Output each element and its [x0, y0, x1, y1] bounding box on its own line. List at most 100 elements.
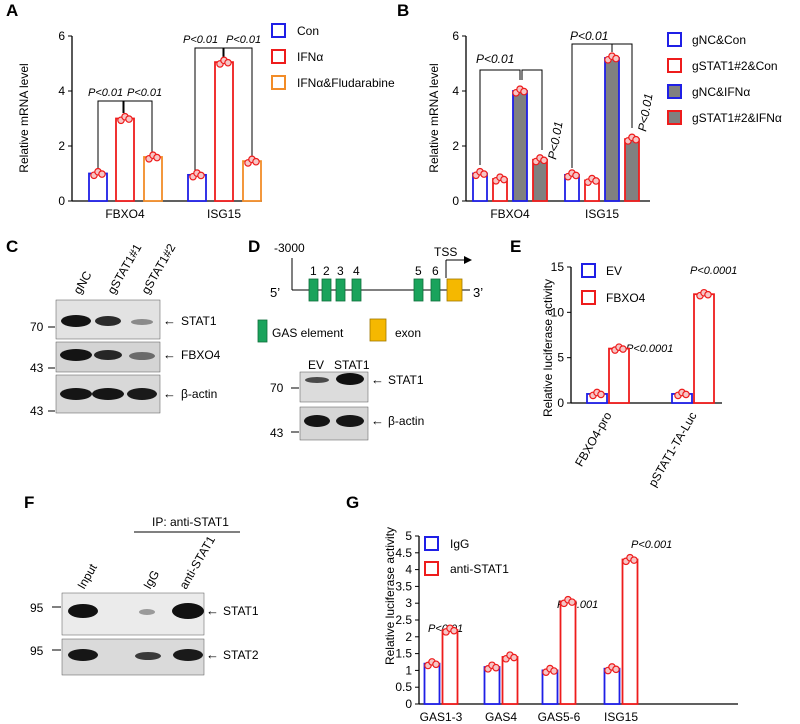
exon-box	[446, 278, 463, 302]
gas-number-1: 1	[310, 264, 317, 278]
legend-label-ev: EV	[606, 264, 622, 278]
data-point	[125, 115, 133, 123]
panel-a-pvalue-1: P<0.01	[88, 87, 123, 99]
blot-c-arrow-2: ←	[163, 347, 176, 362]
blot-f-lane-3: anti-STAT1	[176, 533, 218, 591]
data-point	[568, 598, 576, 606]
y-tick-label: 2	[58, 139, 65, 153]
data-point	[592, 177, 600, 185]
panel-b-pvalue-2: P<0.01	[545, 120, 565, 160]
blot-d-label-2: β-actin	[388, 414, 424, 428]
blot-c-mw-3: 43	[30, 404, 44, 418]
blot-f-band	[68, 649, 98, 661]
x-tick-label: ISG15	[585, 207, 619, 221]
data-point	[252, 157, 260, 166]
data-point	[480, 170, 488, 178]
data-point	[450, 626, 458, 635]
data-point	[510, 653, 518, 662]
x-tick-label: pSTAT1-TA-Luc	[645, 410, 699, 490]
x-tick-label: FBXO4-pro	[572, 409, 615, 469]
blot-d-band	[336, 415, 364, 427]
panel-e-pvalue-1: P<0.0001	[626, 343, 673, 355]
gas-element-2	[321, 278, 332, 302]
panel-letter-a: A	[6, 1, 18, 20]
blot-f-band	[135, 652, 161, 660]
data-point	[197, 171, 205, 180]
y-tick-label: 0.5	[395, 680, 412, 694]
panel-a-ylabel: Relative mRNA level	[17, 63, 31, 172]
promoter-five-prime: 5’	[270, 285, 280, 300]
gas-element-4	[351, 278, 362, 302]
panel-e-legend: EV FBXO4	[581, 263, 646, 305]
y-tick-label: 4	[452, 84, 459, 98]
blot-c-mw-2: 43	[30, 361, 44, 375]
blot-f-lane-1: Input	[74, 561, 100, 592]
data-point	[432, 660, 440, 669]
panel-g-chart: Relative luciferase activity P<0.01 P<0.…	[383, 527, 738, 724]
y-tick-label: 3.5	[395, 579, 412, 593]
blot-c-label-2: FBXO4	[181, 348, 221, 362]
blot-d-mw-2: 43	[270, 426, 284, 440]
gas-number-3: 3	[337, 264, 344, 278]
blot-d-band	[336, 373, 364, 385]
blot-f-band	[68, 604, 98, 618]
legend-swatch-fbxo4	[581, 290, 596, 305]
blot-f-band	[173, 649, 203, 661]
blot-f-mw-2: 95	[30, 644, 44, 658]
x-tick-label: GAS4	[485, 710, 517, 724]
data-point	[682, 390, 690, 399]
y-tick-label: 4	[405, 563, 412, 577]
blot-d-lane-2: STAT1	[334, 358, 370, 372]
y-tick-label: 1.5	[395, 647, 412, 661]
bar	[143, 156, 163, 202]
blot-c-arrow-3: ←	[163, 386, 176, 401]
legend-swatch-gnc-ifna	[667, 84, 682, 99]
x-tick-label: GAS1-3	[420, 710, 463, 724]
blot-f-ip-label: IP: anti-STAT1	[152, 515, 229, 529]
blot-c-band	[129, 352, 155, 360]
blot-c-band	[127, 388, 157, 400]
y-tick-label: 0	[58, 194, 65, 208]
legend-label-igg: IgG	[450, 537, 469, 551]
bar	[608, 347, 630, 404]
panel-b-pvalue-1: P<0.01	[476, 52, 514, 66]
gas-number-5: 5	[415, 264, 422, 278]
panel-a-pvalue-4: P<0.01	[226, 34, 261, 46]
x-tick-label: ISG15	[207, 207, 241, 221]
y-tick-label: 0	[452, 194, 459, 208]
panel-b-legend: gNC&Con gSTAT1#2&Con gNC&IFNα gSTAT1#2&I…	[667, 32, 782, 125]
panel-g-ylabel: Relative luciferase activity	[383, 527, 397, 665]
legend-label-anti-stat1: anti-STAT1	[450, 562, 509, 576]
panel-f-ip-blot: IP: anti-STAT1 Input IgG anti-STAT1 95 9…	[30, 515, 259, 676]
promoter-start-label: -3000	[274, 241, 305, 255]
gas-element-3	[335, 278, 346, 302]
x-tick-label: FBXO4	[105, 207, 145, 221]
data-point	[704, 290, 712, 299]
legend-label-gnc-ifna: gNC&IFNα	[692, 85, 750, 99]
blot-d-band	[304, 415, 330, 427]
legend-exon-swatch	[369, 318, 387, 342]
blot-c-band	[60, 349, 92, 361]
blot-d-band	[305, 377, 329, 383]
blot-f-band	[172, 603, 204, 619]
blot-c-band	[131, 319, 153, 325]
bar	[604, 57, 620, 202]
data-point	[632, 135, 640, 144]
data-point	[619, 345, 627, 353]
promoter-three-prime: 3’	[473, 285, 483, 300]
data-point	[597, 390, 605, 399]
legend-swatch-gnc-con	[667, 32, 682, 47]
legend-label-ifna-fludarabine: IFNα&Fludarabine	[297, 76, 395, 90]
panel-letter-b: B	[397, 1, 409, 20]
blot-c-band	[95, 316, 121, 326]
legend-label-fbxo4: FBXO4	[606, 291, 646, 305]
y-tick-label: 10	[551, 305, 565, 319]
panel-letter-f: F	[24, 493, 34, 512]
blot-f-label-2: STAT2	[223, 648, 259, 662]
panel-b-chart: Relative mRNA level P<0.01 P<0.01 P<0.01…	[427, 29, 782, 221]
bar	[483, 666, 501, 705]
legend-swatch-ifna	[271, 49, 286, 64]
panel-a-pvalue-3: P<0.01	[183, 34, 218, 46]
legend-exon-label: exon	[395, 326, 421, 340]
